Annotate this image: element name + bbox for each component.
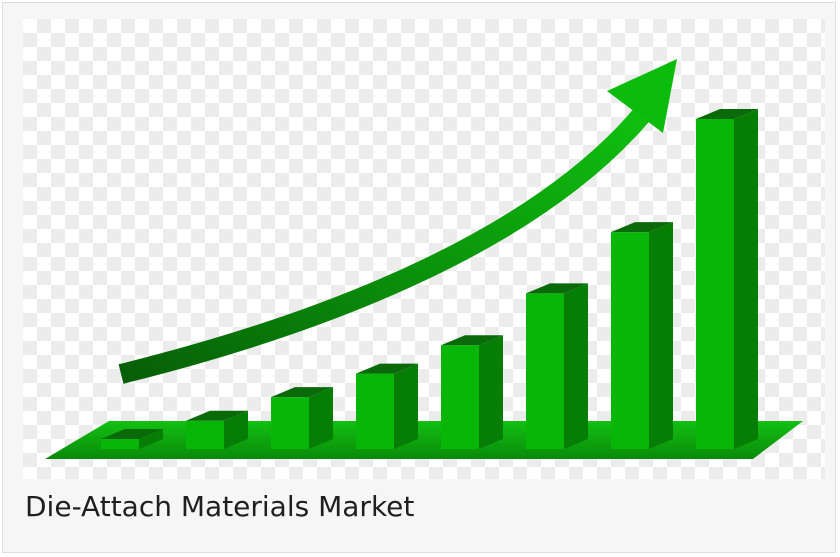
bar-side [649,222,673,449]
bar-top [186,410,248,421]
bar-front [526,293,564,449]
bar-1 [101,429,163,449]
trend-arrow-shaft [118,104,653,384]
bar-side [309,387,333,449]
bar-chart [45,59,803,459]
bar-front [696,119,734,449]
bar-front [186,420,224,449]
bar-front [611,232,649,449]
bar-4 [356,363,418,449]
bar-top [526,283,588,294]
bar-side [139,429,163,449]
bar-2 [186,410,248,449]
bar-front [356,373,394,449]
bar-top [101,429,163,439]
bar-top [611,222,673,233]
bar-top [696,109,758,119]
bar-top [356,363,418,374]
bar-side [394,363,418,449]
bar-6 [526,283,588,449]
bar-top [441,335,503,346]
bar-front [271,397,309,449]
bar-5 [441,335,503,449]
bars-group [101,109,758,449]
bar-front [441,345,479,449]
bar-side [479,335,503,449]
bar-front [101,439,139,449]
bar-side [224,410,248,449]
bar-7 [611,222,673,449]
trend-arrow-head [607,59,677,133]
bar-side [564,283,588,449]
bar-top [271,387,333,398]
bar-3 [271,387,333,449]
chart-image [23,19,825,479]
bar-8 [696,109,758,449]
chart-caption: Die-Attach Materials Market [25,490,415,523]
bar-side [734,109,758,449]
